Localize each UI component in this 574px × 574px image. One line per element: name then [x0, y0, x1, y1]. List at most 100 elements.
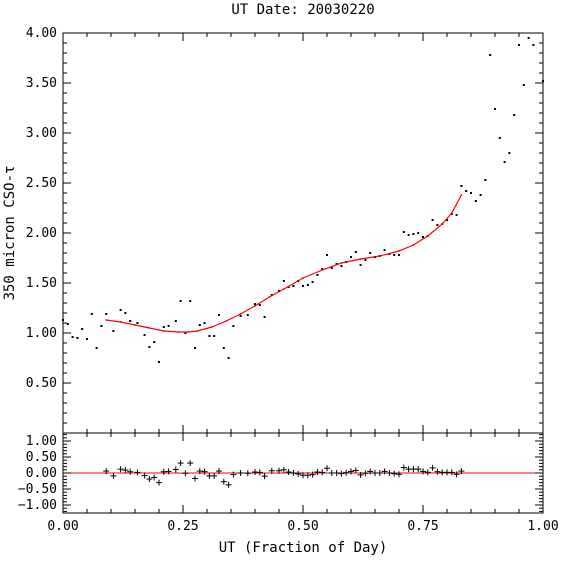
data-point: [62, 319, 64, 321]
data-point: [198, 324, 201, 326]
data-point: [446, 219, 448, 221]
data-point: [513, 114, 516, 116]
data-point: [340, 265, 343, 267]
data-point: [369, 252, 372, 254]
x-tick-label: 1.00: [527, 519, 558, 534]
data-point: [246, 314, 249, 316]
main-y-tick-label: 2.00: [26, 226, 57, 241]
data-point: [522, 84, 525, 86]
residual-point: [225, 481, 232, 488]
main-y-tick-labels: 0.50 1.00 1.50 2.00 2.50 3.00 3.50 4.00: [26, 26, 57, 391]
residual-point: [151, 474, 158, 481]
residual-point: [453, 471, 460, 478]
data-point: [330, 267, 333, 269]
main-plot-frame: [62, 32, 544, 434]
data-point: [455, 214, 458, 216]
residual-point: [420, 468, 426, 475]
data-point: [364, 259, 367, 261]
data-point: [194, 347, 196, 349]
residual-point: [362, 470, 369, 477]
data-point: [484, 179, 487, 181]
residual-point: [146, 476, 153, 483]
data-point: [218, 314, 220, 316]
data-point: [498, 137, 501, 139]
main-plot: 0.50 1.00 1.50 2.00 2.50 3.00 3.50 4.00 350 mic…: [2, 26, 544, 434]
residual-point: [165, 468, 172, 475]
residual-ticks: [62, 433, 544, 513]
data-point: [86, 338, 88, 340]
data-point: [470, 192, 472, 194]
data-point: [417, 232, 420, 234]
data-point: [153, 341, 156, 343]
residual-point: [117, 466, 124, 473]
data-point: [100, 325, 103, 327]
data-point: [518, 44, 520, 46]
residual-point: [386, 470, 393, 476]
data-point: [542, 80, 544, 82]
data-point: [350, 256, 352, 258]
residual-point: [280, 466, 287, 473]
main-y-tick-label: 3.50: [26, 76, 57, 91]
data-point: [407, 234, 410, 236]
data-point: [258, 304, 261, 306]
data-point: [282, 280, 285, 282]
data-point: [287, 286, 290, 288]
residual-point: [220, 478, 227, 485]
residual-y-tick-label: 0.50: [26, 450, 57, 465]
data-point: [393, 254, 396, 256]
data-point: [213, 335, 216, 337]
main-y-tick-label: 4.00: [26, 26, 57, 41]
data-point: [311, 281, 314, 283]
x-tick-label: 0.25: [167, 519, 198, 534]
data-point: [81, 328, 84, 330]
residual-point: [192, 475, 198, 482]
residual-y-tick-label: −1.00: [18, 498, 57, 513]
data-point: [174, 320, 177, 322]
residual-point: [196, 468, 203, 475]
data-point: [162, 326, 165, 328]
data-point: [66, 323, 69, 325]
data-point: [383, 249, 386, 251]
data-point: [124, 312, 127, 314]
data-point: [527, 37, 530, 39]
x-tick-label: 0.50: [287, 519, 318, 534]
data-point: [326, 254, 328, 256]
data-point: [222, 347, 225, 349]
residual-point: [343, 469, 350, 476]
data-point: [76, 337, 79, 339]
residual-point: [103, 468, 110, 475]
main-y-tick-label: 0.50: [26, 376, 57, 391]
residual-point: [230, 471, 237, 478]
residual-point: [127, 468, 134, 475]
residual-point: [177, 460, 184, 467]
data-point: [105, 313, 108, 315]
data-point: [450, 213, 453, 215]
residual-point: [333, 470, 340, 476]
data-point: [503, 161, 506, 163]
data-point: [203, 322, 206, 324]
residual-point: [156, 479, 162, 486]
data-point: [71, 336, 74, 338]
residual-point: [309, 471, 316, 478]
data-point: [359, 264, 362, 266]
data-point: [302, 285, 304, 287]
data-point: [402, 231, 405, 233]
data-point: [129, 320, 132, 322]
residual-point: [357, 471, 364, 478]
data-point: [436, 224, 439, 226]
x-tick-labels: 0.00 0.25 0.50 0.75 1.00: [47, 519, 558, 534]
data-point: [179, 300, 182, 302]
main-y-tick-label: 2.50: [26, 176, 57, 191]
residual-point: [391, 470, 398, 477]
residual-y-tick-labels: 1.000.500.00−0.50−1.00: [18, 434, 57, 513]
data-point: [189, 300, 192, 302]
residual-point: [211, 472, 218, 479]
data-point: [263, 316, 266, 318]
residual-point: [276, 467, 282, 474]
data-point: [412, 233, 415, 235]
data-point: [479, 194, 482, 196]
residual-point: [400, 464, 407, 471]
residual-point: [122, 467, 129, 474]
data-point: [254, 303, 256, 305]
residual-point: [201, 468, 208, 475]
